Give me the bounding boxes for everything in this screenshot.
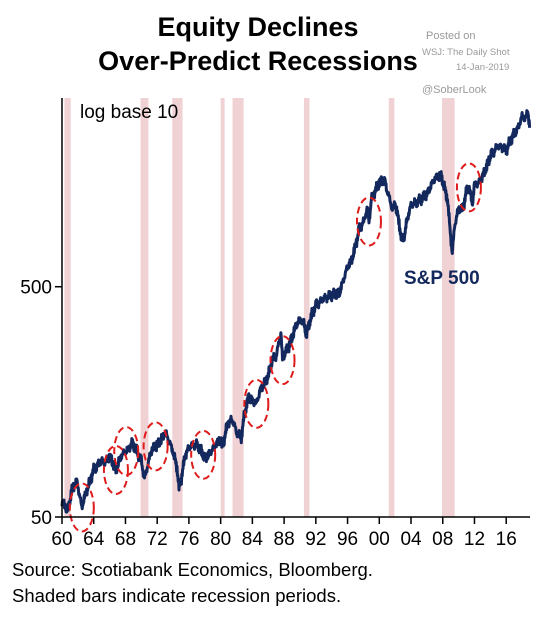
x-tick-label: 04 [400,529,422,550]
x-tick-label: 60 [51,529,72,550]
x-tick-label: 76 [178,529,199,550]
x-axis-ticks: 60 64 68 72 76 80 84 88 92 96 00 04 08 12 16 [51,517,517,550]
x-tick-label: 84 [242,529,264,550]
decline-circle-8 [355,196,382,247]
y-tick-label: 50 [31,508,52,529]
recession-note: Shaded bars indicate recession periods. [12,585,341,606]
chart-title-line2: Over-Predict Recessions [98,46,418,76]
decline-circle-9 [455,162,482,213]
x-tick-label: 08 [432,529,453,550]
x-tick-label: 00 [369,529,390,550]
recession-bar-2 [140,98,149,517]
x-tick-label: 64 [83,529,105,550]
decline-circle-3 [113,426,140,477]
recession-bar-6 [303,98,310,517]
source-note: Source: Scotiabank Economics, Bloomberg. [12,559,373,580]
series-label-sp500: S&P 500 [404,268,480,289]
decline-circle-1 [68,482,95,533]
watermark-date: 14-Jan-2019 [456,62,509,73]
x-tick-label: 16 [496,529,517,550]
recession-bar-7 [388,98,395,517]
decline-circle-5 [190,429,217,480]
decline-circle-4 [142,421,169,472]
decline-circle-6 [243,378,270,429]
recession-bar-4 [220,98,225,517]
x-tick-label: 92 [305,529,326,550]
watermark-source: WSJ: The Daily Shot [422,47,510,58]
watermark-posted: Posted on [426,30,476,42]
watermark-handle: @SoberLook [422,84,487,96]
x-tick-label: 68 [115,529,136,550]
decline-highlights [68,162,482,533]
series-line-sp500 [60,109,532,514]
recession-bar-1 [64,98,71,517]
decline-circle-2 [102,444,129,495]
y-tick-label: 500 [20,278,52,299]
x-tick-label: 12 [464,529,485,550]
recession-bars [64,98,455,517]
x-tick-label: 80 [210,529,231,550]
x-tick-label: 88 [274,529,295,550]
x-tick-label: 96 [337,529,358,550]
decline-circle-7 [269,335,296,386]
recession-bar-5 [232,98,244,517]
series-layer [60,109,532,514]
chart-title-line1: Equity Declines [157,12,358,42]
recession-bar-8 [441,98,455,517]
x-tick-label: 72 [147,529,168,550]
y-axis-ticks: 50 500 [20,278,62,529]
scale-note: log base 10 [80,102,178,123]
recession-bar-3 [172,98,183,517]
